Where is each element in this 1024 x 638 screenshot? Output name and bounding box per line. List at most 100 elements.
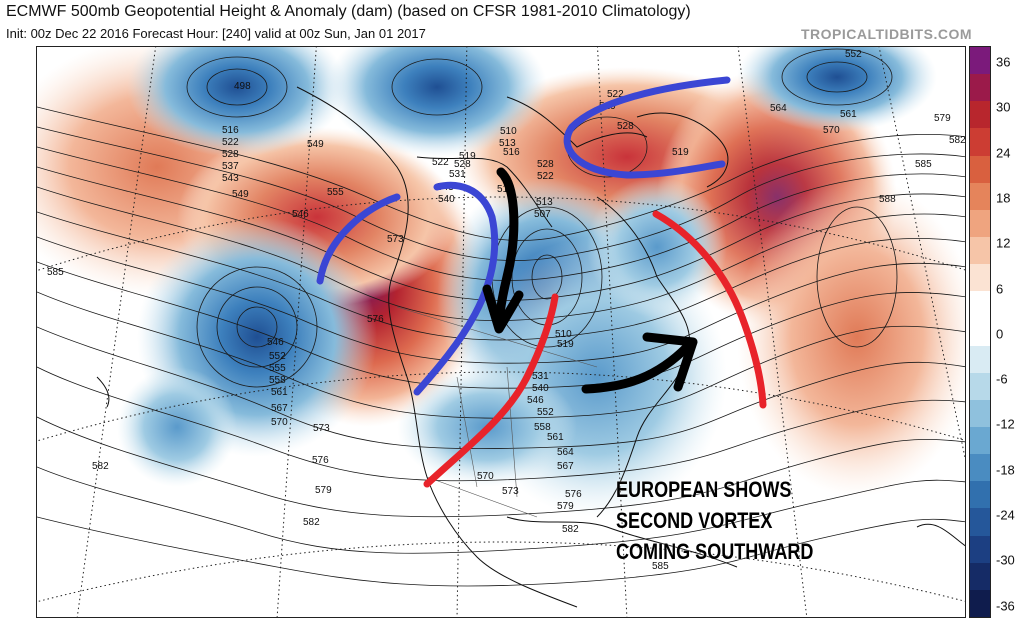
colorbar-segment: [970, 454, 990, 482]
annotation-line-1: EUROPEAN SHOWS: [616, 477, 792, 502]
colorbar-segment: [970, 291, 990, 319]
colorbar-segment: [970, 101, 990, 129]
contour-label: 585: [652, 561, 669, 572]
red-ridge-arrows: [423, 210, 767, 488]
contour-label: 498: [234, 81, 251, 92]
contour-label: 528: [454, 159, 471, 170]
height-contours: [37, 48, 965, 587]
contour-label: 570: [271, 417, 288, 428]
contour-label: 585: [47, 267, 64, 278]
contour-label: 528: [617, 121, 634, 132]
colorbar-segment: [970, 182, 990, 210]
weather-map: 498 516 522 528 537 543 549 546 555 549 585 573 576 5…: [36, 46, 966, 618]
contour-label: 513: [499, 138, 516, 149]
colorbar-tick-label: 36: [996, 54, 1011, 70]
contour-label: 573: [387, 234, 404, 245]
contour-label: 576: [312, 455, 329, 466]
colorbar-tick-label: 12: [996, 235, 1011, 251]
contour-label: 510: [500, 126, 517, 137]
colorbar-segment: [970, 372, 990, 400]
colorbar-segment: [970, 508, 990, 536]
colorbar-segment: [970, 589, 990, 617]
contour-label: 570: [477, 471, 494, 482]
contour-label: 582: [562, 524, 579, 535]
contour-label: 552: [537, 407, 554, 418]
colorbar-tick-label: -18: [996, 462, 1015, 478]
contour-label: 540: [532, 383, 549, 394]
contour-label: 579: [934, 113, 951, 124]
contour-label: 516: [503, 147, 520, 158]
anomaly-colorbar: [969, 46, 991, 618]
annotation-line-3: COMING SOUTHWARD: [616, 539, 814, 564]
contour-label: 522: [537, 171, 554, 182]
colorbar-segment: [970, 155, 990, 183]
colorbar-segment: [970, 535, 990, 563]
contour-label: 564: [557, 447, 574, 458]
colorbar-segment: [970, 318, 990, 346]
contour-label: 567: [271, 403, 288, 414]
colorbar-tick-label: -36: [996, 598, 1015, 614]
contour-label: 585: [915, 159, 932, 170]
contour-label: 573: [502, 486, 519, 497]
colorbar-tick-label: 0: [996, 326, 1004, 342]
contour-label: 564: [770, 103, 787, 114]
colorbar-tick-label: -12: [996, 416, 1015, 432]
colorbar-segment: [970, 426, 990, 455]
contour-label: 558: [534, 422, 551, 433]
colorbar-tick-label: -24: [996, 507, 1015, 523]
contour-label: 507: [534, 209, 551, 220]
colorbar-tick-label: -30: [996, 552, 1015, 568]
colorbar-tick-label: -6: [996, 371, 1008, 387]
contour-label: 552: [845, 49, 862, 60]
contour-label: 555: [327, 187, 344, 198]
colorbar-segment: [970, 481, 990, 509]
contour-label: 543: [222, 173, 239, 184]
contour-label: 531: [532, 371, 549, 382]
anomaly-shading: [37, 47, 965, 517]
colorbar-tick-label: 6: [996, 281, 1004, 296]
black-flow-arrows: [482, 167, 698, 394]
contour-label: 561: [840, 109, 857, 120]
contour-label: 582: [92, 461, 109, 472]
annotation-line-2: SECOND VORTEX: [616, 508, 773, 533]
graticule: [37, 47, 965, 617]
colorbar-segment: [970, 74, 990, 102]
contour-label: 510: [555, 329, 572, 340]
colorbar-segment: [970, 128, 990, 156]
contour-label: 549: [232, 189, 249, 200]
colorbar-segment: [970, 562, 990, 590]
contour-label: 540: [438, 194, 455, 205]
contour-label: 549: [307, 139, 324, 150]
contour-label: 561: [547, 432, 564, 443]
contour-label: 579: [557, 501, 574, 512]
contour-label: 573: [313, 423, 330, 434]
colorbar-tick-label: 30: [996, 99, 1011, 115]
contour-label: 516: [222, 125, 239, 136]
contour-label: 582: [303, 517, 320, 528]
contour-label: 588: [879, 194, 896, 205]
colorbar-segment: [970, 236, 990, 265]
contour-label: 567: [557, 461, 574, 472]
contour-label: 546: [292, 209, 309, 220]
brand-watermark: TROPICALTIDBITS.COM: [800, 26, 972, 42]
contour-label: 522: [222, 137, 239, 148]
colorbar-tick-label: 18: [996, 190, 1011, 206]
colorbar-tick-label: 24: [996, 145, 1011, 161]
contour-label: 555: [269, 363, 286, 374]
contour-label: 582: [949, 135, 966, 146]
annotation-text: EUROPEAN SHOWS SECOND VORTEX COMING SOUT…: [616, 474, 813, 567]
contour-label: 576: [565, 489, 582, 500]
contour-label: 522: [432, 157, 449, 168]
contour-label: 519: [557, 339, 574, 350]
contour-label: 546: [267, 337, 284, 348]
contour-label: 561: [271, 387, 288, 398]
colorbar-segment: [970, 209, 990, 237]
contour-label: 537: [222, 161, 239, 172]
contour-label: 513: [536, 197, 553, 208]
colorbar-segment: [970, 47, 990, 75]
contour-label: 531: [449, 169, 466, 180]
contour-label: 579: [315, 485, 332, 496]
contour-label: 528: [222, 149, 239, 160]
map-canvas: 4985165225285375435495465555495855735765…: [37, 47, 966, 617]
contour-label: 519: [672, 147, 689, 158]
